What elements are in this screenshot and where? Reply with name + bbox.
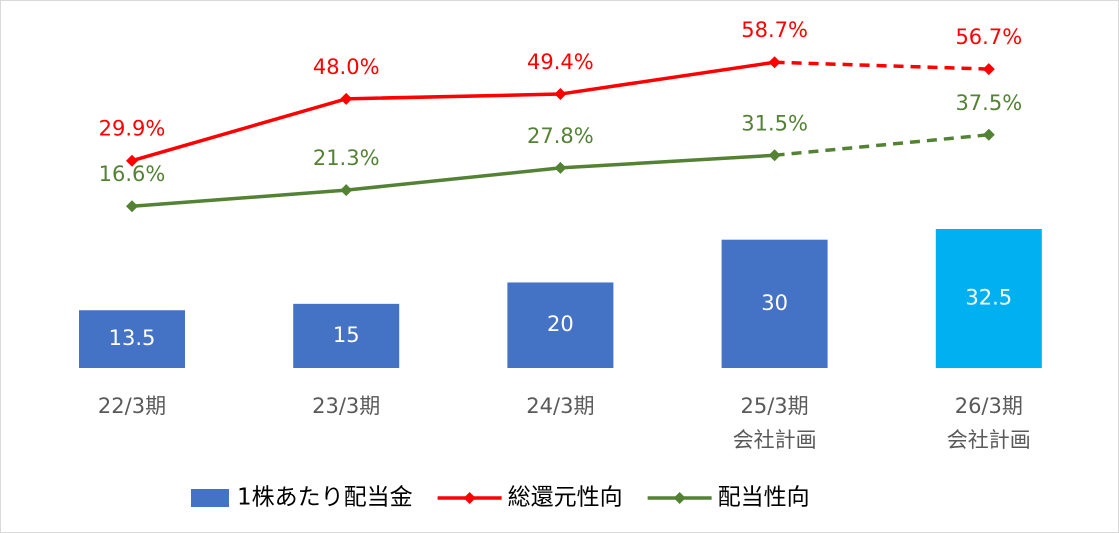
- marker: [982, 128, 995, 141]
- marker: [126, 200, 138, 213]
- data-label: 15: [333, 323, 360, 347]
- x-tick-label: 24/3期: [526, 394, 595, 418]
- marker: [340, 184, 353, 197]
- data-label: 21.3%: [313, 146, 380, 170]
- legend-marker: [463, 492, 476, 504]
- marker: [768, 149, 781, 162]
- bar: [79, 310, 185, 368]
- bar: [721, 239, 828, 368]
- legend-marker: [673, 492, 686, 504]
- data-label: 29.9%: [99, 117, 166, 141]
- data-label: 58.7%: [741, 18, 808, 42]
- data-label: 31.5%: [741, 111, 808, 135]
- data-label: 20: [547, 312, 574, 336]
- x-tick-label: 26/3期 会社計画: [946, 394, 1031, 452]
- marker: [126, 154, 138, 167]
- x-tick-label: 22/3期: [97, 394, 167, 418]
- legend-swatch: [191, 489, 229, 507]
- bar: [507, 282, 614, 368]
- line: [131, 60, 775, 163]
- line-forecast: [774, 60, 989, 71]
- bar: [293, 303, 400, 368]
- data-label: 32.5: [965, 286, 1012, 310]
- marker: [554, 161, 567, 174]
- marker: [554, 88, 567, 101]
- line: [131, 153, 775, 208]
- bar: [935, 229, 1042, 368]
- data-label: 49.4%: [527, 50, 594, 74]
- data-label: 13.5: [109, 326, 156, 350]
- line-forecast: [774, 133, 989, 158]
- legend-label: 1株あたり配当金: [237, 485, 413, 511]
- x-tick-label: 23/3期: [312, 394, 381, 418]
- x-tick-label: 25/3期 会社計画: [732, 394, 817, 452]
- marker: [340, 92, 353, 105]
- data-label: 37.5%: [955, 91, 1022, 115]
- legend-label: 配当性向: [718, 485, 810, 511]
- data-label: 30: [761, 291, 788, 315]
- data-label: 56.7%: [955, 25, 1022, 49]
- data-label: 27.8%: [527, 124, 594, 148]
- marker: [982, 63, 995, 76]
- marker: [768, 56, 781, 69]
- data-label: 16.6%: [99, 162, 166, 186]
- legend-label: 総還元性向: [508, 485, 623, 511]
- data-label: 48.0%: [313, 55, 380, 79]
